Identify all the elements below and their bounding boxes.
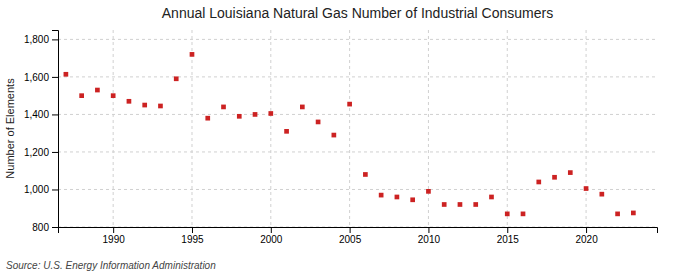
tick: 2020 [575,227,598,245]
plot: 1990 1995 2000 2005 2010 2015 2020 800 1,000 1,20… [24,30,658,245]
x-axis: 1990 1995 2000 2005 2010 2015 2020 [59,227,658,245]
tick: 2000 [260,227,283,245]
point [410,197,415,202]
tick-label: 1990 [103,234,126,245]
point [64,72,69,77]
tick-mark [271,227,272,233]
tick-mark [52,189,58,190]
tick-mark [586,227,587,233]
grid-line [191,30,192,227]
point [79,93,84,98]
point [95,88,100,93]
tick-mark [52,114,58,115]
tick-mark [428,227,429,233]
tick-mark [52,39,58,40]
tick: 1,000 [24,184,58,195]
tick-label: 1995 [181,234,204,245]
source: Source: U.S. Energy Information Administ… [6,260,216,271]
point [284,129,289,134]
grid-line [58,151,657,152]
tick: 1,200 [24,147,58,158]
axis-line [59,228,658,234]
grid-line [58,114,657,115]
point [300,105,305,110]
point [205,116,210,121]
tick-label: 1,400 [24,109,49,120]
tick-label: 2020 [575,234,598,245]
point [442,202,447,207]
tick-label: 1,800 [24,34,49,45]
tick: 2010 [418,227,441,245]
grid-line [58,189,657,190]
point [142,103,147,108]
axis-line [52,31,59,228]
chart: 1990 1995 2000 2005 2010 2015 2020 800 1,000 1,20… [0,0,675,275]
point [599,192,604,197]
point [426,189,431,194]
point [395,195,400,200]
tick-mark [350,227,351,233]
tick: 2005 [339,227,362,245]
tick-mark [52,227,58,228]
point [190,52,195,57]
point [174,76,179,81]
grid-line [586,30,587,227]
tick: 1995 [181,227,204,245]
point [521,212,526,217]
y-axis-title: Number of Elements [4,78,16,179]
grid [58,30,657,227]
point [363,172,368,177]
point [221,105,226,110]
point [111,93,116,98]
tick: 1,800 [24,34,58,45]
tick: 1,400 [24,109,58,120]
grid-line [58,39,657,40]
grid-line [58,76,657,77]
point [268,111,273,116]
point [631,211,636,216]
tick: 2015 [497,227,520,245]
point [237,114,242,119]
grid-line [349,30,350,227]
tick-mark [113,227,114,233]
point [379,193,384,198]
tick: 800 [32,222,58,233]
grid-line [428,30,429,227]
point [332,133,337,138]
point [489,195,494,200]
point [552,175,557,180]
grid-line [270,30,271,227]
point [505,212,510,217]
point [473,202,478,207]
tick-label: 2005 [339,234,362,245]
title: Annual Louisiana Natural Gas Number of I… [162,5,553,21]
tick-label: 1,000 [24,184,49,195]
grid-line [113,30,114,227]
point [458,202,463,207]
tick-mark [52,77,58,78]
tick-mark [52,152,58,153]
point [347,102,352,107]
grid-line [507,30,508,227]
tick-label: 1,200 [24,147,49,158]
point [536,180,541,185]
y-axis: 800 1,000 1,200 1,400 1,600 1,800 [24,31,59,233]
tick: 1990 [103,227,126,245]
point [253,112,258,117]
tick-label: 800 [32,222,49,233]
tick: 1,600 [24,72,58,83]
tick-label: 2015 [497,234,520,245]
tick-mark [507,227,508,233]
point [158,104,163,109]
tick-mark [192,227,193,233]
point [316,120,321,125]
point [615,212,620,217]
tick-label: 1,600 [24,72,49,83]
point [127,99,132,104]
tick-label: 2000 [260,234,283,245]
tick-label: 2010 [418,234,441,245]
point [568,170,573,175]
point [584,186,589,191]
marks [64,52,636,216]
